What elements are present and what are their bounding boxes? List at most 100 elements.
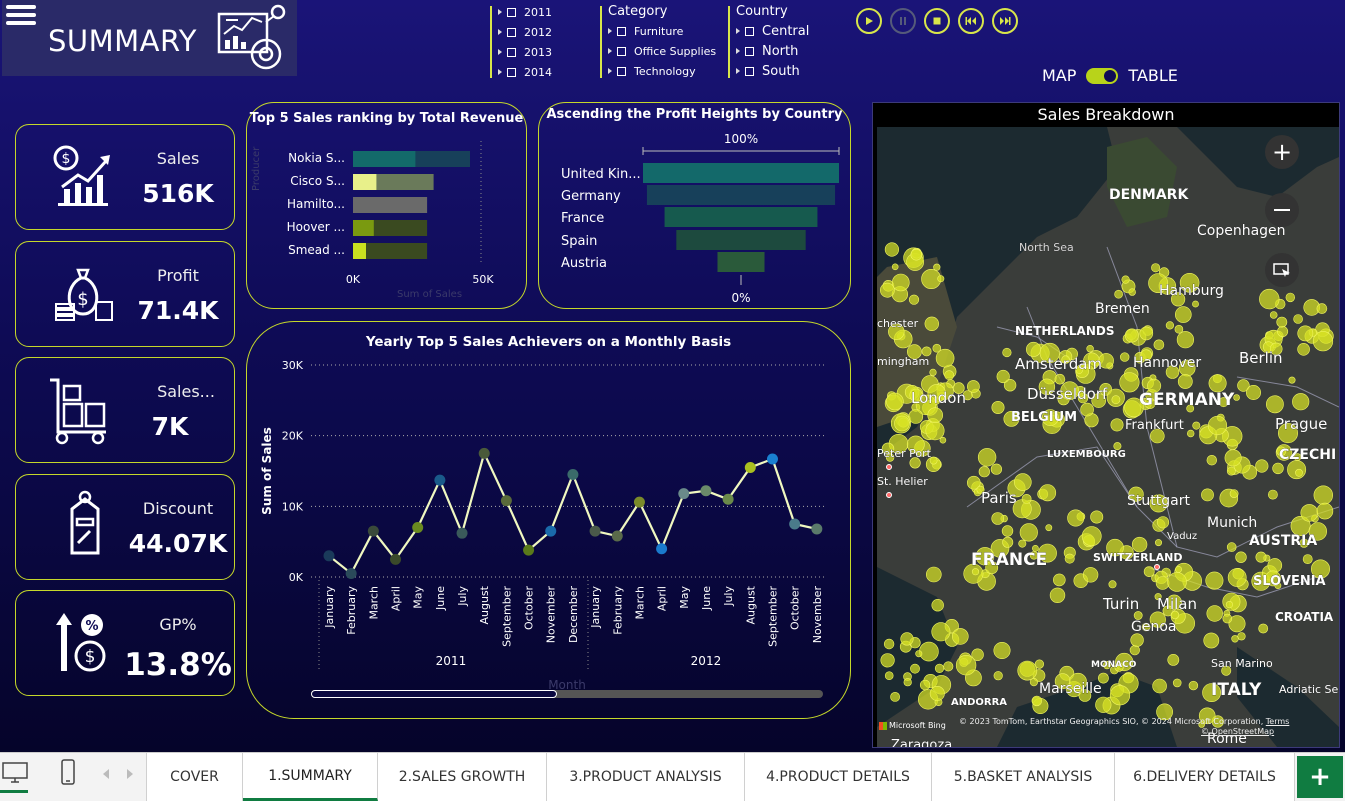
category-option[interactable]: Technology xyxy=(608,61,716,81)
map-place-label: San Marino xyxy=(1211,657,1273,670)
terms-link[interactable]: Terms xyxy=(1265,717,1290,726)
kpi-card-sales-quantity[interactable]: Sales... 7K xyxy=(15,357,235,463)
map-place-label: Turin xyxy=(1102,595,1139,613)
expand-icon[interactable] xyxy=(736,48,740,54)
expand-icon[interactable] xyxy=(608,48,612,54)
checkbox[interactable] xyxy=(745,46,754,56)
year-option[interactable]: 2013 xyxy=(498,42,552,62)
tab-basket-analysis[interactable]: 5.BASKET ANALYSIS xyxy=(932,753,1115,801)
kpi-card-profit[interactable]: $ Profit 71.4K xyxy=(15,241,235,347)
category-option-label: Technology xyxy=(634,64,696,78)
tab-cover[interactable]: COVER xyxy=(146,753,243,801)
sales-bubble xyxy=(1225,601,1234,609)
play-button[interactable] xyxy=(856,8,882,34)
top5-bar-chart: Nokia S... Cisco S... Hamilto... Hoover ...… xyxy=(287,141,494,286)
checkbox[interactable] xyxy=(617,66,626,76)
expand-icon[interactable] xyxy=(498,49,502,55)
x-tick-label: June xyxy=(434,586,447,611)
kpi-card-discount[interactable]: Discount 44.07K xyxy=(15,474,235,580)
y-tick-label: Hamilto... xyxy=(287,197,345,211)
select-area-button[interactable] xyxy=(1265,253,1299,287)
zoom-out-button[interactable] xyxy=(1265,193,1299,227)
previous-button[interactable] xyxy=(958,8,984,34)
category-option-label: Furniture xyxy=(634,24,684,38)
checkbox[interactable] xyxy=(507,47,516,57)
osm-link[interactable]: © OpenStreetMap xyxy=(1201,727,1275,736)
category-option[interactable]: Furniture xyxy=(608,21,716,41)
mobile-view-icon[interactable] xyxy=(60,759,76,785)
expand-icon[interactable] xyxy=(498,29,502,35)
chart-title: Yearly Top 5 Sales Achievers on a Monthl… xyxy=(365,334,732,350)
analytics-dashboard-icon xyxy=(217,4,286,70)
checkbox[interactable] xyxy=(507,27,516,37)
checkbox[interactable] xyxy=(745,26,754,36)
country-slicer-title: Country xyxy=(736,4,788,19)
sales-bubble xyxy=(1170,610,1180,620)
expand-icon[interactable] xyxy=(498,9,502,15)
expand-icon[interactable] xyxy=(498,69,502,75)
tab-product-details[interactable]: 4.PRODUCT DETAILS xyxy=(745,753,932,801)
plus-icon: + xyxy=(1271,138,1293,166)
map-place-label: ANDORRA xyxy=(951,697,1007,708)
sales-bubble xyxy=(943,661,954,672)
checkbox[interactable] xyxy=(507,7,516,17)
scrollbar-thumb[interactable] xyxy=(311,690,557,698)
country-option[interactable]: North xyxy=(736,41,809,61)
sales-bubble xyxy=(906,435,925,454)
expand-icon[interactable] xyxy=(736,28,740,34)
sales-bubble xyxy=(1255,459,1269,473)
map-canvas[interactable]: DENMARK Copenhagen North Sea Hamburg Bremen N… xyxy=(877,127,1339,747)
checkbox[interactable] xyxy=(617,46,626,56)
expand-icon[interactable] xyxy=(608,28,612,34)
sales-bubble xyxy=(1295,468,1303,477)
desktop-view-icon[interactable] xyxy=(2,761,28,785)
sales-bubble xyxy=(891,263,899,271)
country-option[interactable]: Central xyxy=(736,21,809,41)
tab-delivery-details[interactable]: 6.DELIVERY DETAILS xyxy=(1115,753,1295,801)
scroll-tabs-right-icon[interactable] xyxy=(126,769,134,779)
add-page-button[interactable]: + xyxy=(1297,756,1343,798)
sales-bubble xyxy=(991,400,1005,414)
sales-breakdown-map[interactable]: Sales Breakdown DENMARK Copenhagen North S… xyxy=(872,102,1340,748)
sales-bubble xyxy=(903,678,912,687)
checkbox[interactable] xyxy=(507,67,516,77)
year-option[interactable]: 2011 xyxy=(498,2,552,22)
pause-button[interactable] xyxy=(890,8,916,34)
horizontal-scrollbar-track[interactable] xyxy=(311,690,823,698)
tab-product-analysis[interactable]: 3.PRODUCT ANALYSIS xyxy=(547,753,745,801)
map-table-switch[interactable] xyxy=(1086,67,1119,84)
next-button[interactable] xyxy=(992,8,1018,34)
sales-growth-icon: $ xyxy=(53,145,110,206)
x-tick-label: 0K xyxy=(346,273,361,286)
stop-button[interactable] xyxy=(924,8,950,34)
monthly-line-chart: 30K 20K 10K 0K Sum of Sales January February Ma… xyxy=(260,359,827,692)
zoom-in-button[interactable]: + xyxy=(1265,135,1299,169)
hamburger-menu-icon[interactable] xyxy=(6,2,36,30)
expand-icon[interactable] xyxy=(736,68,740,74)
map-place-label: AUSTRIA xyxy=(1249,533,1317,549)
sales-bubble xyxy=(1192,300,1199,308)
country-option[interactable]: South xyxy=(736,61,809,81)
tab-sales-growth[interactable]: 2.SALES GROWTH xyxy=(378,753,547,801)
year-group-label: 2012 xyxy=(691,654,722,668)
checkbox[interactable] xyxy=(617,26,626,36)
year-option[interactable]: 2014 xyxy=(498,62,552,82)
scroll-tabs-left-icon[interactable] xyxy=(102,769,110,779)
data-point xyxy=(722,493,734,505)
expand-icon[interactable] xyxy=(608,68,612,74)
y-axis-title: Producer xyxy=(251,146,262,191)
map-place-label: Stuttgart xyxy=(1127,493,1190,509)
category-option[interactable]: Office Supplies xyxy=(608,41,716,61)
sales-bubble xyxy=(1029,551,1039,560)
svg-text:$: $ xyxy=(77,289,88,310)
year-slicer: 2011 2012 2013 2014 xyxy=(498,2,552,82)
kpi-card-gp[interactable]: % $ GP% 13.8% xyxy=(15,590,235,696)
sales-bubble xyxy=(1227,568,1247,587)
tab-summary[interactable]: 1.SUMMARY xyxy=(243,753,378,801)
year-option[interactable]: 2012 xyxy=(498,22,552,42)
sales-bubble xyxy=(1233,394,1240,401)
y-tick-label: 0K xyxy=(289,571,304,584)
data-point xyxy=(323,550,335,562)
checkbox[interactable] xyxy=(745,66,754,76)
kpi-card-sales[interactable]: $ Sales 516K xyxy=(15,124,235,230)
